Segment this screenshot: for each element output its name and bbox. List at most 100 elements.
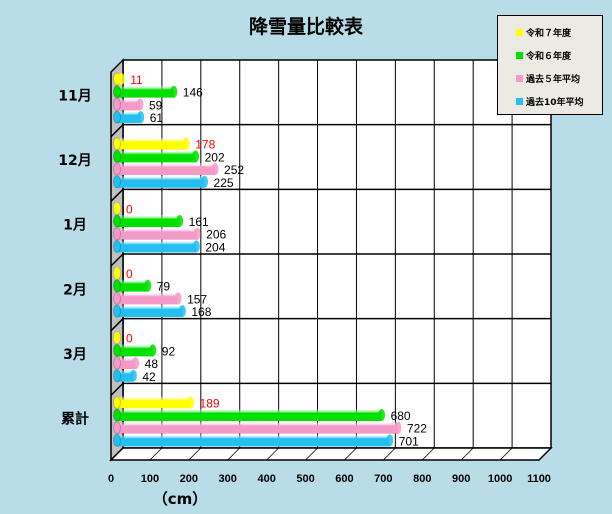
bar-cap-end — [378, 409, 386, 422]
bar — [113, 266, 121, 280]
bar — [113, 175, 209, 189]
bar-cap-end — [144, 279, 152, 292]
bar — [113, 201, 121, 215]
legend-item: 過去５年平均 — [516, 72, 580, 85]
bar-body — [117, 409, 382, 422]
y-category-label: 12月 — [58, 153, 91, 169]
bar — [113, 239, 200, 253]
data-label: 61 — [150, 111, 164, 125]
chart-title: 降雪量比較表 — [248, 16, 363, 38]
category-separator — [110, 253, 124, 267]
floor-gridline — [538, 447, 552, 461]
bar — [113, 149, 200, 163]
data-label: 157 — [187, 292, 207, 306]
legend-label: 令和７年度 — [526, 29, 572, 39]
bar-cap-start — [113, 279, 121, 293]
data-label: 59 — [149, 98, 163, 112]
data-label: 252 — [224, 163, 244, 177]
bar-cap-start — [113, 343, 121, 357]
data-label: 161 — [189, 215, 209, 229]
bar-body — [117, 421, 398, 434]
bar-body — [117, 150, 196, 163]
bar-cap-end — [113, 202, 121, 215]
bar-body — [117, 111, 141, 124]
category-separator — [110, 124, 124, 138]
bar-cap-start — [113, 227, 121, 241]
data-label: 206 — [206, 228, 226, 242]
bar-cap-start — [113, 214, 121, 228]
y-category-label: 2月 — [63, 282, 87, 298]
floor-gridline — [499, 447, 513, 461]
bar-cap-end — [178, 305, 186, 318]
bar — [113, 421, 402, 435]
bar-body — [117, 434, 390, 447]
bar-cap-end — [394, 421, 402, 434]
legend-item: 過去10年平均 — [516, 95, 584, 108]
bar — [113, 110, 145, 124]
data-label: 225 — [214, 176, 234, 190]
floor-gridline — [149, 447, 163, 461]
data-label: 202 — [205, 150, 225, 164]
bar — [113, 433, 394, 447]
floor-gridline — [305, 447, 318, 461]
bar-cap-start — [113, 433, 121, 447]
category-separator — [110, 318, 124, 332]
bar — [113, 369, 137, 383]
x-tick-label: 1100 — [527, 473, 551, 485]
data-label: 92 — [162, 344, 176, 358]
bar-cap-end — [132, 357, 140, 370]
floor-gridline — [266, 447, 279, 461]
bar-cap-start — [113, 356, 121, 370]
x-tick-label: 100 — [141, 473, 159, 485]
floor-gridline — [227, 447, 241, 461]
y-category-label: 累計 — [61, 411, 89, 428]
bar — [113, 279, 152, 293]
floor-gridline — [460, 447, 474, 461]
floor-gridline — [188, 447, 202, 461]
data-label: 42 — [142, 370, 156, 384]
bar-cap-end — [129, 369, 137, 382]
bar-body — [117, 163, 216, 176]
bar-cap-end — [193, 227, 201, 240]
bar-cap-end — [117, 73, 125, 85]
bar-cap-end — [149, 344, 157, 357]
x-tick-label: 300 — [219, 473, 237, 485]
data-label: 0 — [126, 202, 133, 216]
y-category-label: 11月 — [58, 88, 91, 104]
legend-item: 令和６年度 — [516, 49, 571, 62]
bar — [113, 395, 195, 409]
bar — [113, 304, 186, 318]
data-label: 722 — [407, 422, 427, 436]
bar — [113, 331, 121, 345]
bar-body — [117, 396, 191, 409]
data-label: 168 — [191, 305, 211, 319]
data-label: 178 — [195, 138, 215, 152]
floor-gridline — [421, 447, 435, 461]
floor-gridline — [344, 447, 357, 461]
bar-cap-start — [113, 421, 121, 435]
bar-cap-start — [113, 408, 121, 422]
bar-body — [117, 98, 140, 111]
legend-label: 令和６年度 — [526, 52, 572, 62]
bar-cap-end — [113, 267, 121, 279]
bar-cap-start — [113, 110, 121, 124]
bar-cap-start — [113, 239, 121, 253]
bar — [113, 137, 190, 151]
bar-cap-end — [137, 111, 145, 124]
x-tick-label: 500 — [296, 473, 314, 485]
bar — [113, 343, 157, 357]
data-label: 0 — [126, 332, 133, 346]
bar-cap-start — [113, 291, 121, 305]
x-tick-label: 400 — [257, 473, 275, 485]
bar-cap-end — [182, 137, 190, 150]
data-label: 680 — [391, 409, 411, 423]
bar — [113, 72, 125, 86]
legend-swatch — [516, 75, 523, 82]
bar-cap-end — [170, 85, 178, 98]
bar-cap-start — [113, 369, 121, 383]
bar-body — [117, 85, 174, 98]
data-label: 48 — [145, 357, 159, 371]
bar-cap-end — [211, 163, 219, 176]
data-label: 204 — [205, 240, 225, 254]
